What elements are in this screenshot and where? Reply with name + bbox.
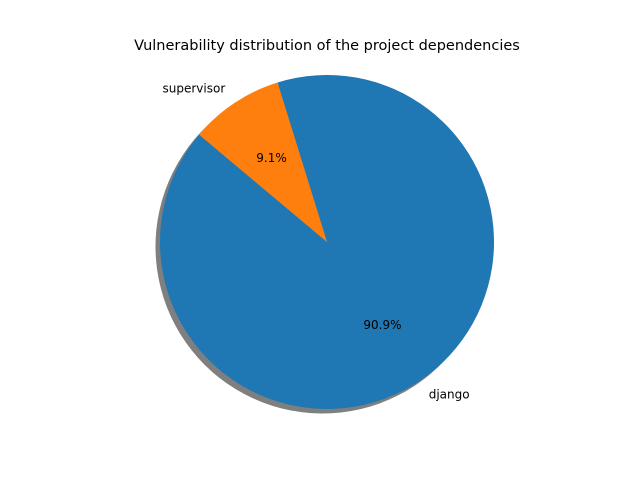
- pie-labels: django 90.9% supervisor 9.1%: [163, 82, 470, 402]
- chart-title: Vulnerability distribution of the projec…: [134, 38, 520, 54]
- pie-slice-django: [159, 75, 495, 409]
- pie-slices: [159, 75, 495, 409]
- slice-label-supervisor: supervisor: [163, 82, 226, 96]
- slice-label-django: django: [429, 387, 470, 401]
- slice-percent-supervisor: 9.1%: [256, 151, 287, 165]
- pie-slice-supervisor: [199, 82, 327, 243]
- slice-percent-django: 90.9%: [363, 318, 401, 332]
